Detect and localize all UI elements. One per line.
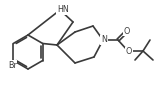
Text: HN: HN [57, 5, 69, 15]
Text: O: O [124, 27, 130, 35]
Text: N: N [101, 35, 107, 44]
Text: O: O [126, 48, 132, 56]
Text: Br: Br [8, 61, 17, 70]
